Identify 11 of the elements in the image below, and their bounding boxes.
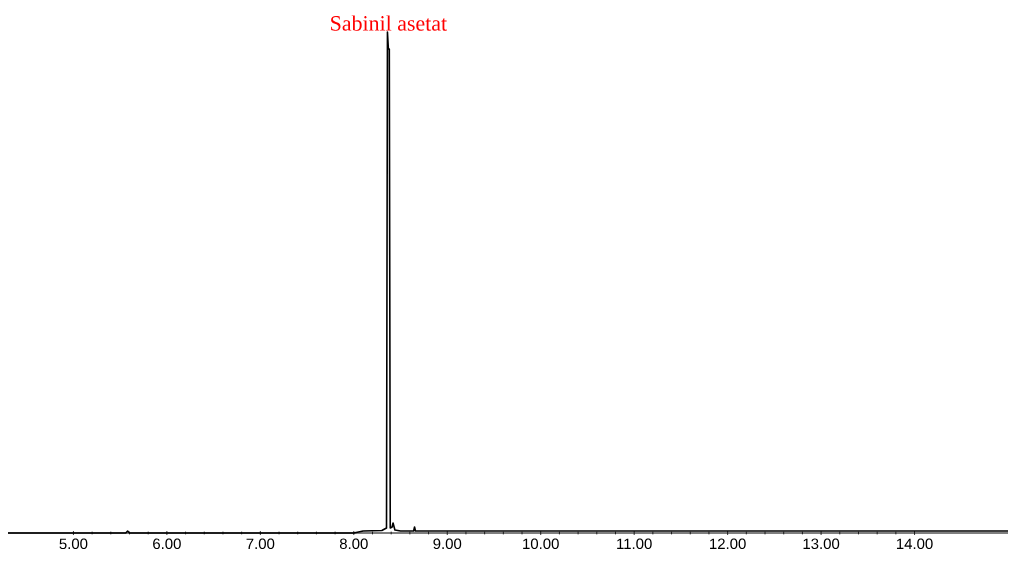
annotation: Sabinil asetat (331, 15, 447, 31)
x-tick-label: 11.00 (617, 538, 652, 550)
x-tick-label: 5.00 (59, 538, 88, 550)
x-tick-label: 10.00 (523, 538, 559, 550)
x-tick-label: 12.00 (710, 538, 746, 550)
x-tick-label: 9.00 (433, 538, 462, 550)
x-tick-label: 13.00 (803, 538, 840, 550)
x-tick-label: 7.00 (246, 538, 275, 550)
x-tick-label: 6.00 (153, 538, 181, 550)
x-tick-label: 14.00 (896, 538, 933, 550)
x-tick-label: 8.00 (339, 538, 368, 550)
